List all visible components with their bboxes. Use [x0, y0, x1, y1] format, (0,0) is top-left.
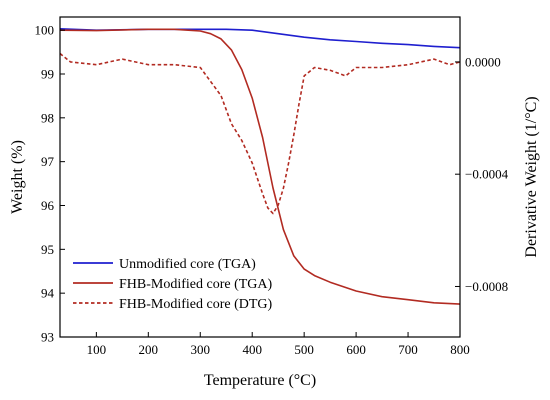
y-tick-label: 97: [41, 154, 55, 169]
y2-tick-label: 0.0000: [465, 54, 501, 69]
plot-frame: [59, 16, 461, 338]
y2-tick-label: −0.0004: [465, 167, 509, 182]
y-tick-label: 93: [41, 330, 54, 345]
x-tick-label: 400: [242, 342, 262, 357]
y-tick-label: 94: [41, 286, 55, 301]
x-tick-label: 700: [398, 342, 418, 357]
x-tick-label: 800: [450, 342, 470, 357]
legend-label-0: Unmodified core (TGA): [119, 257, 256, 272]
y-tick-label: 100: [35, 23, 55, 38]
x-tick-label: 300: [191, 342, 211, 357]
axis-ticks: 100 200 300 400 500 600 700 800 93 94 95 96 97 98 99 10…: [35, 23, 509, 357]
x-tick-label: 200: [139, 342, 159, 357]
y-tick-label: 98: [41, 110, 54, 125]
series-line-2: [59, 52, 461, 215]
y-tick-label: 96: [41, 198, 55, 213]
x-tick-label: 500: [294, 342, 314, 357]
plot-content: [59, 28, 461, 305]
legend-label-1: FHB-Modified core (TGA): [119, 277, 273, 292]
y2-tick-label: −0.0008: [465, 279, 508, 294]
y-axis-label: Weight (%): [9, 140, 26, 214]
y-tick-label: 95: [41, 242, 54, 257]
legend-label-2: FHB-Modified core (DTG): [119, 297, 273, 312]
x-tick-label: 100: [87, 342, 107, 357]
x-tick-label: 600: [346, 342, 366, 357]
x-axis-label: Temperature (°C): [204, 372, 316, 389]
y-tick-label: 99: [41, 66, 54, 81]
y2-axis-label: Derivative Weight (1/°C): [523, 96, 540, 257]
legend: Unmodified core (TGA) FHB-Modified core (…: [73, 257, 273, 312]
series-line-0: [59, 28, 461, 49]
series-line-1: [59, 28, 461, 305]
